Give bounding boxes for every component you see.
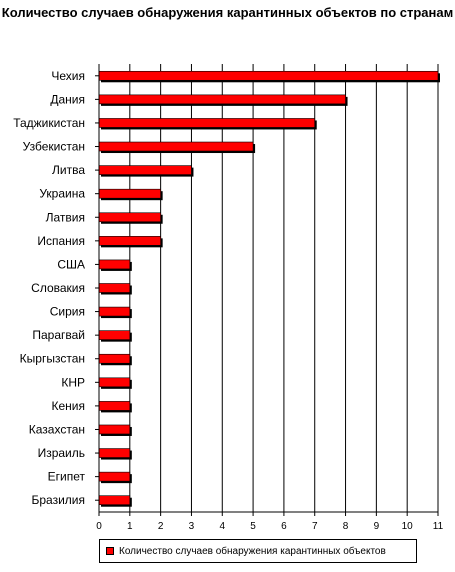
category-label: Латвия bbox=[46, 210, 85, 224]
x-tick-label: 5 bbox=[250, 521, 256, 532]
category-label: Литва bbox=[52, 163, 85, 177]
x-tick-label: 8 bbox=[343, 521, 349, 532]
bar bbox=[98, 236, 161, 246]
bar bbox=[98, 188, 161, 199]
x-tick-label: 10 bbox=[402, 521, 414, 532]
bar bbox=[98, 424, 131, 435]
legend: Количество случаев обнаружения карантинн… bbox=[99, 539, 417, 563]
legend-swatch bbox=[106, 547, 114, 555]
bar bbox=[98, 212, 161, 223]
x-tick-label: 9 bbox=[374, 521, 380, 532]
x-tick-label: 2 bbox=[158, 521, 164, 532]
category-label: Узбекистан bbox=[23, 140, 85, 154]
bar bbox=[98, 377, 131, 388]
category-label: Таджикистан bbox=[13, 116, 85, 130]
category-label: КНР bbox=[61, 375, 85, 389]
bar bbox=[98, 401, 131, 411]
bar bbox=[98, 495, 131, 506]
x-tick-label: 3 bbox=[189, 521, 195, 532]
x-tick-label: 0 bbox=[96, 521, 102, 532]
bar bbox=[98, 330, 131, 340]
x-tick-label: 6 bbox=[281, 521, 287, 532]
bar bbox=[98, 118, 316, 128]
chart-title: Количество случаев обнаружения карантинн… bbox=[1, 5, 454, 20]
bar bbox=[98, 141, 254, 152]
bar bbox=[98, 306, 131, 317]
category-label: Дания bbox=[50, 92, 85, 106]
bar bbox=[98, 165, 192, 175]
category-label: Парагвай bbox=[32, 328, 85, 342]
legend-label: Количество случаев обнаружения карантинн… bbox=[119, 545, 386, 557]
category-label: Египет bbox=[48, 470, 86, 484]
bar bbox=[98, 448, 131, 458]
bar bbox=[98, 259, 131, 270]
category-label: Израиль bbox=[38, 446, 85, 460]
x-tick-label: 4 bbox=[219, 521, 225, 532]
category-label: Сирия bbox=[50, 305, 85, 319]
category-label: Чехия bbox=[51, 69, 85, 83]
category-label: Бразилия bbox=[32, 493, 86, 507]
x-tick-label: 1 bbox=[127, 521, 133, 532]
bar bbox=[98, 353, 131, 364]
x-tick-label: 7 bbox=[312, 521, 318, 532]
bar bbox=[98, 471, 131, 482]
category-label: США bbox=[57, 257, 85, 271]
bar bbox=[98, 283, 131, 293]
category-label: Казахстан bbox=[29, 422, 85, 436]
category-label: Испания bbox=[37, 234, 85, 248]
category-label: Украина bbox=[39, 187, 85, 201]
category-label: Кения bbox=[52, 399, 86, 413]
bar bbox=[98, 70, 439, 81]
category-label: Кыргызстан bbox=[20, 352, 85, 366]
bar bbox=[98, 94, 346, 105]
x-tick-label: 11 bbox=[433, 521, 444, 532]
category-label: Словакия bbox=[31, 281, 85, 295]
